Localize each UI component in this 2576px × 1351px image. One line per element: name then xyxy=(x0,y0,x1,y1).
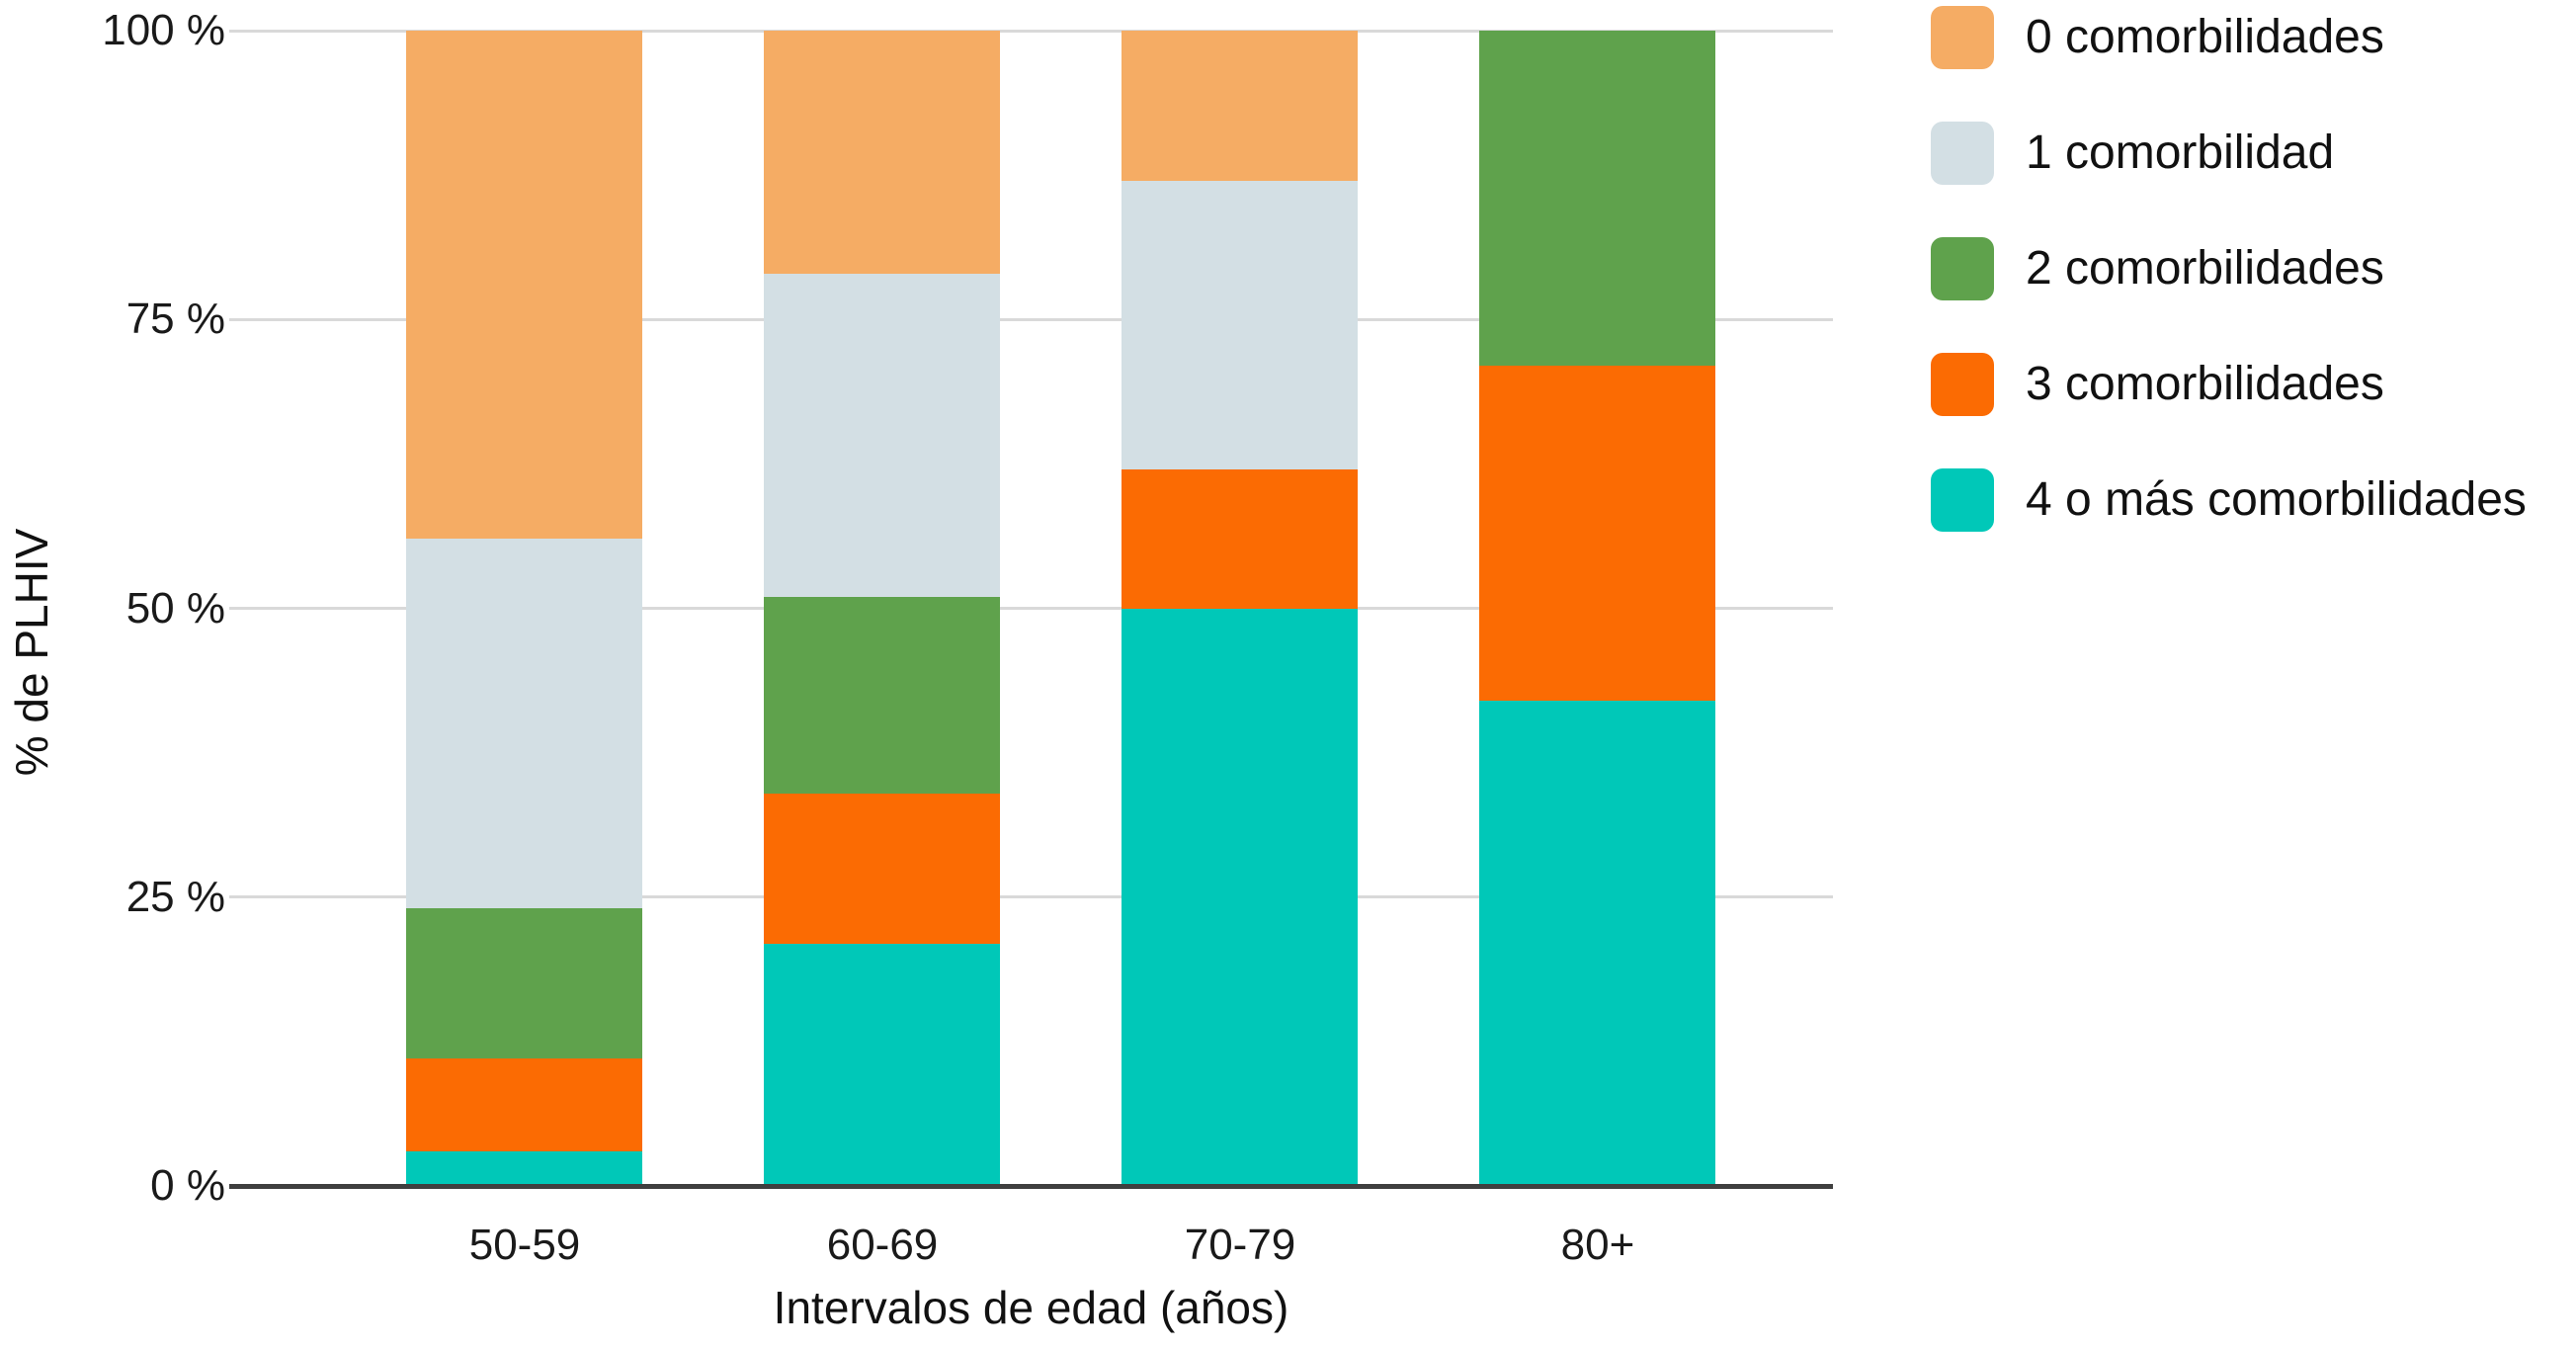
bar-50-59-segment-0-comorbilidades xyxy=(406,31,642,540)
bar-70-79 xyxy=(1122,31,1358,1186)
gridline-75 xyxy=(229,318,1833,321)
x-tick-label-50-59: 50-59 xyxy=(468,1221,581,1269)
gridline-50 xyxy=(229,607,1833,610)
bar-70-79-segment-4-o-mas-comorbilidades xyxy=(1122,608,1358,1186)
legend-item-0-comorbilidades: 0 comorbilidades xyxy=(1931,6,2527,69)
bar-60-69-segment-3-comorbilidades xyxy=(764,793,1000,944)
legend-label-1-comorbilidad: 1 comorbilidad xyxy=(2026,127,2335,179)
legend-swatch-4-o-mas-comorbilidades xyxy=(1931,468,1994,532)
bar-80 xyxy=(1479,31,1715,1186)
x-tick-label-70-79: 70-79 xyxy=(1184,1221,1296,1269)
bar-50-59-segment-1-comorbilidad xyxy=(406,539,642,909)
legend-label-2-comorbilidades: 2 comorbilidades xyxy=(2026,242,2384,295)
bar-50-59-segment-3-comorbilidades xyxy=(406,1058,642,1151)
legend-item-2-comorbilidades: 2 comorbilidades xyxy=(1931,237,2527,300)
legend-swatch-0-comorbilidades xyxy=(1931,6,1994,69)
legend-label-3-comorbilidades: 3 comorbilidades xyxy=(2026,358,2384,410)
legend-item-4-o-mas-comorbilidades: 4 o más comorbilidades xyxy=(1931,468,2527,532)
bar-80-segment-3-comorbilidades xyxy=(1479,366,1715,702)
bar-60-69-segment-4-o-mas-comorbilidades xyxy=(764,943,1000,1186)
bar-50-59 xyxy=(406,31,642,1186)
x-axis-title: Intervalos de edad (años) xyxy=(773,1282,1289,1333)
legend-label-4-o-mas-comorbilidades: 4 o más comorbilidades xyxy=(2026,473,2527,526)
bar-60-69-segment-2-comorbilidades xyxy=(764,596,1000,794)
bar-60-69 xyxy=(764,31,1000,1186)
y-axis-title: % de PLHIV xyxy=(6,528,57,777)
y-tick-label-100: 100 % xyxy=(102,6,225,54)
legend-item-3-comorbilidades: 3 comorbilidades xyxy=(1931,353,2527,416)
y-tick-label-0: 0 % xyxy=(150,1161,225,1210)
y-tick-label-50: 50 % xyxy=(125,584,225,633)
legend-swatch-1-comorbilidad xyxy=(1931,122,1994,185)
bar-50-59-segment-2-comorbilidades xyxy=(406,908,642,1059)
bar-80-segment-4-o-mas-comorbilidades xyxy=(1479,701,1715,1186)
y-tick-label-25: 25 % xyxy=(125,873,225,921)
legend-label-0-comorbilidades: 0 comorbilidades xyxy=(2026,11,2384,63)
bar-60-69-segment-1-comorbilidad xyxy=(764,273,1000,597)
bar-60-69-segment-0-comorbilidades xyxy=(764,31,1000,274)
x-tick-label-80: 80+ xyxy=(1560,1221,1635,1269)
legend-item-1-comorbilidad: 1 comorbilidad xyxy=(1931,122,2527,185)
y-tick-label-75: 75 % xyxy=(125,295,225,343)
gridline-100 xyxy=(229,30,1833,33)
bar-80-segment-2-comorbilidades xyxy=(1479,31,1715,367)
bar-70-79-segment-1-comorbilidad xyxy=(1122,180,1358,470)
legend-swatch-3-comorbilidades xyxy=(1931,353,1994,416)
bar-70-79-segment-3-comorbilidades xyxy=(1122,469,1358,609)
x-axis-line xyxy=(229,1184,1833,1189)
bar-70-79-segment-0-comorbilidades xyxy=(1122,31,1358,181)
gridline-25 xyxy=(229,895,1833,898)
legend: 0 comorbilidades 1 comorbilidad 2 comorbil… xyxy=(1931,6,2527,584)
x-tick-label-60-69: 60-69 xyxy=(826,1221,939,1269)
bar-50-59-segment-4-o-mas-comorbilidades xyxy=(406,1150,642,1186)
legend-swatch-2-comorbilidades xyxy=(1931,237,1994,300)
